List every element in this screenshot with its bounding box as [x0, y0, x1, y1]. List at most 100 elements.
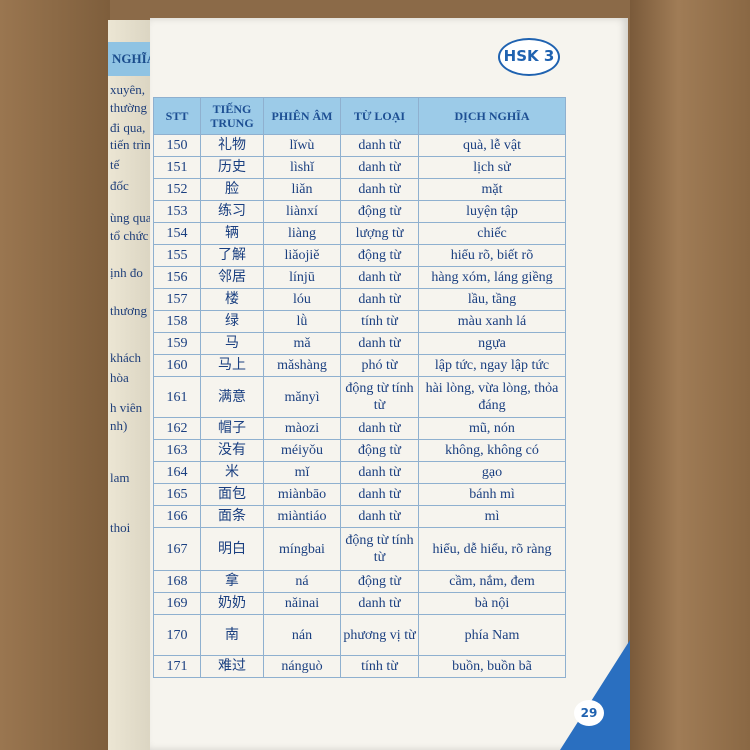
cell-meaning: hàng xóm, láng giềng: [418, 266, 566, 289]
cell-meaning: hiểu rõ, biết rõ: [418, 244, 566, 267]
cell-word-type: phương vị từ: [340, 614, 419, 656]
cell-stt: 154: [153, 222, 201, 245]
table-header-row: STT TIẾNG TRUNG PHIÊN ÂM TỪ LOẠI DỊCH NG…: [153, 97, 566, 135]
header-meaning: DỊCH NGHĨA: [418, 97, 566, 135]
cell-chinese: 脸: [200, 178, 264, 201]
cell-chinese: 满意: [200, 376, 264, 418]
cell-stt: 157: [153, 288, 201, 311]
cell-pinyin: nǎinai: [263, 592, 341, 615]
cell-word-type: danh từ: [340, 332, 419, 355]
cell-chinese: 绿: [200, 310, 264, 333]
cell-stt: 150: [153, 134, 201, 157]
cell-chinese: 明白: [200, 527, 264, 571]
table-row: 158 绿 lǜ tính từ màu xanh lá: [153, 310, 566, 333]
cell-meaning: lập tức, ngay lập tức: [418, 354, 566, 377]
cell-stt: 164: [153, 461, 201, 484]
cell-pinyin: méiyǒu: [263, 439, 341, 462]
table-row: 171 难过 nánguò tính từ buồn, buồn bã: [153, 655, 566, 678]
cell-chinese: 米: [200, 461, 264, 484]
cell-chinese: 拿: [200, 570, 264, 593]
left-page-text: khách: [110, 350, 142, 365]
cell-word-type: danh từ: [340, 156, 419, 179]
cell-word-type: danh từ: [340, 266, 419, 289]
cell-word-type: phó từ: [340, 354, 419, 377]
cell-meaning: buồn, buồn bã: [418, 655, 566, 678]
table-row: 170 南 nán phương vị từ phía Nam: [153, 614, 566, 656]
cell-chinese: 马上: [200, 354, 264, 377]
cell-pinyin: liàng: [263, 222, 341, 245]
cell-stt: 165: [153, 483, 201, 506]
cell-chinese: 马: [200, 332, 264, 355]
cell-pinyin: liànxí: [263, 200, 341, 223]
cell-stt: 159: [153, 332, 201, 355]
cell-chinese: 面包: [200, 483, 264, 506]
table-row: 163 没有 méiyǒu động từ không, không có: [153, 439, 566, 462]
cell-meaning: không, không có: [418, 439, 566, 462]
cell-stt: 160: [153, 354, 201, 377]
cell-word-type: danh từ: [340, 178, 419, 201]
cell-stt: 167: [153, 527, 201, 571]
cell-stt: 161: [153, 376, 201, 418]
cell-pinyin: lǜ: [263, 310, 341, 333]
cell-pinyin: mǎnyì: [263, 376, 341, 418]
left-page-text: đi qua,: [110, 120, 146, 135]
table-row: 157 楼 lóu danh từ lầu, tầng: [153, 288, 566, 311]
cell-meaning: hài lòng, vừa lòng, thỏa đáng: [418, 376, 566, 418]
cell-word-type: tính từ: [340, 310, 419, 333]
cell-chinese: 练习: [200, 200, 264, 223]
cell-pinyin: míngbai: [263, 527, 341, 571]
table-row: 153 练习 liànxí động từ luyện tập: [153, 200, 566, 223]
cell-meaning: lầu, tầng: [418, 288, 566, 311]
cell-pinyin: mǎshàng: [263, 354, 341, 377]
cell-word-type: động từ: [340, 570, 419, 593]
cell-meaning: cầm, nắm, đem: [418, 570, 566, 593]
cell-chinese: 邻居: [200, 266, 264, 289]
cell-stt: 153: [153, 200, 201, 223]
cell-meaning: quà, lễ vật: [418, 134, 566, 157]
cell-word-type: danh từ: [340, 483, 419, 506]
vocabulary-table: STT TIẾNG TRUNG PHIÊN ÂM TỪ LOẠI DỊCH NG…: [153, 97, 566, 678]
cell-pinyin: lóu: [263, 288, 341, 311]
cell-word-type: động từ tính từ: [340, 376, 419, 418]
cell-meaning: bà nội: [418, 592, 566, 615]
cell-word-type: danh từ: [340, 461, 419, 484]
table-row: 151 历史 lìshǐ danh từ lịch sử: [153, 156, 566, 179]
left-page-text: thương: [110, 303, 148, 318]
cell-pinyin: nán: [263, 614, 341, 656]
cell-pinyin: miàntiáo: [263, 505, 341, 528]
cell-word-type: danh từ: [340, 134, 419, 157]
left-page-text: đốc: [110, 178, 129, 193]
table-row: 150 礼物 lǐwù danh từ quà, lễ vật: [153, 134, 566, 157]
left-page-text: nh): [110, 418, 128, 433]
cell-pinyin: mǎ: [263, 332, 341, 355]
cell-stt: 168: [153, 570, 201, 593]
cell-word-type: danh từ: [340, 288, 419, 311]
cell-chinese: 没有: [200, 439, 264, 462]
cell-meaning: mì: [418, 505, 566, 528]
table-row: 154 辆 liàng lượng từ chiếc: [153, 222, 566, 245]
left-page-text: thoi: [110, 520, 131, 535]
cell-word-type: tính từ: [340, 655, 419, 678]
cell-chinese: 面条: [200, 505, 264, 528]
cell-meaning: màu xanh lá: [418, 310, 566, 333]
cell-chinese: 礼物: [200, 134, 264, 157]
cell-pinyin: línjū: [263, 266, 341, 289]
cell-meaning: gạo: [418, 461, 566, 484]
cell-pinyin: nánguò: [263, 655, 341, 678]
cell-stt: 163: [153, 439, 201, 462]
cell-word-type: động từ: [340, 244, 419, 267]
cell-stt: 152: [153, 178, 201, 201]
cell-meaning: chiếc: [418, 222, 566, 245]
cell-meaning: mũ, nón: [418, 417, 566, 440]
cell-word-type: động từ: [340, 200, 419, 223]
cell-pinyin: lǐwù: [263, 134, 341, 157]
left-page-text: ịnh đo: [110, 265, 143, 280]
cell-stt: 166: [153, 505, 201, 528]
cell-chinese: 帽子: [200, 417, 264, 440]
table-row: 165 面包 miànbāo danh từ bánh mì: [153, 483, 566, 506]
table-row: 159 马 mǎ danh từ ngựa: [153, 332, 566, 355]
cell-pinyin: ná: [263, 570, 341, 593]
left-page-text: tiến trình: [110, 137, 156, 152]
cell-word-type: động từ: [340, 439, 419, 462]
cell-stt: 169: [153, 592, 201, 615]
